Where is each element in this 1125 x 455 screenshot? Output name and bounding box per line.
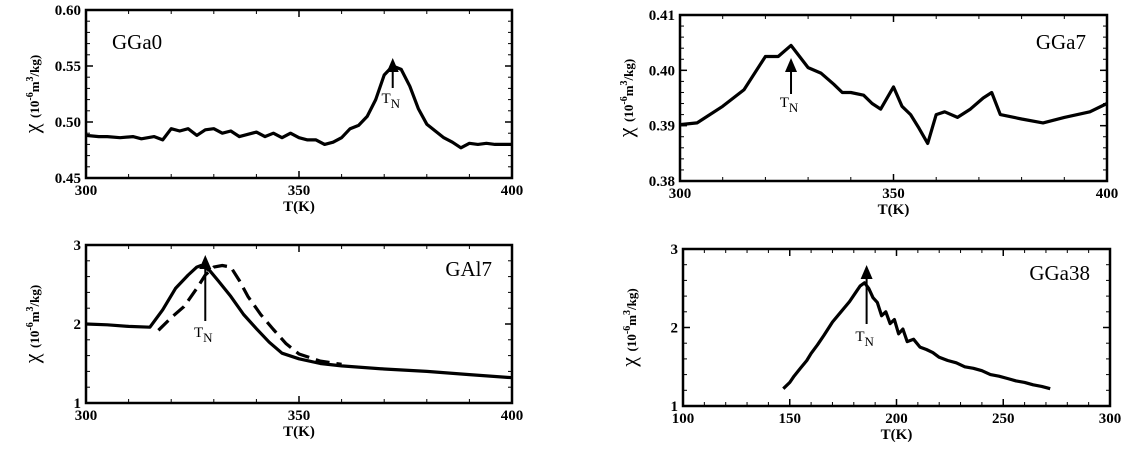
y-tick-label: 1 <box>74 396 82 412</box>
tn-annotation-sub: N <box>203 330 213 345</box>
y-axis-label-unit: m <box>624 315 639 326</box>
y-tick-label: 0.39 <box>649 119 675 135</box>
tn-arrow-head <box>386 58 399 72</box>
chart-panel-gga0: 300 350 400 0.45 0.50 0.55 0.60 T(K) χ (10-6m3/k… <box>19 3 523 215</box>
x-axis-label: T(K) <box>881 427 913 443</box>
tn-arrow-head <box>785 58 798 72</box>
x-tick-label: 350 <box>288 183 311 199</box>
x-tick-label: 300 <box>75 183 98 199</box>
tn-annotation: TN <box>855 329 874 349</box>
tn-annotation-text: T <box>780 95 789 111</box>
y-tick-label: 1 <box>671 399 679 415</box>
x-tick-label: 250 <box>992 411 1015 427</box>
y-axis-label: χ (10-6m3/kg) <box>616 288 641 367</box>
y-tick-label: 0.60 <box>55 3 81 19</box>
series-line-solid <box>679 43 1108 145</box>
y-axis-label-unit: (10 <box>624 334 639 351</box>
y-tick-label: 0.50 <box>55 115 81 131</box>
y-tick-label: 3 <box>671 242 679 258</box>
y-tick-label: 3 <box>74 238 82 254</box>
panel-label: GGa7 <box>1036 30 1086 54</box>
x-tick-label: 400 <box>501 183 524 199</box>
series-line-solid <box>85 64 512 150</box>
y-tick-label: 0.38 <box>649 174 675 190</box>
tn-annotation-sub: N <box>789 100 799 115</box>
y-axis-label-symbol: χ <box>616 351 641 367</box>
y-tick-label: 0.41 <box>649 8 675 24</box>
y-axis-label-exp: -6 <box>25 322 36 330</box>
x-axis-label: T(K) <box>878 202 910 218</box>
tn-annotation: TN <box>194 325 213 345</box>
y-axis-label-unit: (10 <box>27 331 42 348</box>
y-tick-label: 0.55 <box>55 59 81 75</box>
y-axis-label-unit: /kg) <box>27 55 42 78</box>
y-tick-label: 0.45 <box>55 171 81 187</box>
x-tick-label: 400 <box>1096 186 1119 202</box>
y-tick-label: 2 <box>671 321 679 337</box>
y-axis-label-unit: m <box>27 81 42 92</box>
panel-label: GAl7 <box>445 257 492 281</box>
y-axis-label-exp: 3 <box>622 310 633 315</box>
series-line-solid <box>782 281 1051 391</box>
y-axis-label-symbol: χ <box>19 348 44 364</box>
x-axis-label: T(K) <box>283 424 315 440</box>
y-axis-label-exp: 3 <box>25 76 36 81</box>
tn-annotation-sub: N <box>865 334 875 349</box>
x-tick-label: 400 <box>501 408 524 424</box>
y-axis-label-unit: m <box>27 311 42 322</box>
chart-panel-gga7: 300 350 400 0.38 0.39 0.40 0.41 T(K) χ (10-6m3/k… <box>613 8 1118 218</box>
y-axis-label: χ (10-6m3/kg) <box>19 55 44 134</box>
y-tick-label: 2 <box>74 317 82 333</box>
x-tick-label: 150 <box>779 411 802 427</box>
y-axis-label-exp: 3 <box>619 80 630 85</box>
series-line-solid <box>85 263 513 380</box>
y-axis-label-symbol: χ <box>19 118 44 134</box>
tn-annotation-text: T <box>855 329 864 345</box>
y-axis-label-unit: /kg) <box>27 285 42 308</box>
x-tick-label: 100 <box>672 411 695 427</box>
tn-annotation: TN <box>381 91 400 111</box>
y-axis-label-unit: /kg) <box>624 288 639 311</box>
x-tick-label: 300 <box>669 186 692 202</box>
y-axis-label-unit: (10 <box>27 101 42 118</box>
y-axis-label-exp: 3 <box>25 306 36 311</box>
x-tick-label: 350 <box>882 186 905 202</box>
panel-label: GGa38 <box>1029 261 1090 285</box>
tn-annotation-text: T <box>381 91 390 107</box>
x-tick-label: 300 <box>1099 411 1122 427</box>
y-axis-label-unit: /kg) <box>621 59 636 82</box>
series-line-dashed <box>157 263 342 366</box>
y-axis-label: χ (10-6m3/kg) <box>19 285 44 364</box>
y-axis-label-exp: -6 <box>619 96 630 104</box>
tn-annotation-text: T <box>194 325 203 341</box>
x-tick-label: 200 <box>885 411 908 427</box>
tn-arrow-head <box>860 265 873 279</box>
y-axis-label-unit: (10 <box>621 105 636 122</box>
y-axis-label: χ (10-6m3/kg) <box>613 59 638 138</box>
y-tick-label: 0.40 <box>649 63 675 79</box>
tn-annotation-sub: N <box>391 96 401 111</box>
y-axis-label-exp: -6 <box>622 326 633 334</box>
tn-arrow-head <box>199 255 212 269</box>
panel-label: GGa0 <box>112 30 162 54</box>
x-axis-label: T(K) <box>283 199 315 215</box>
x-tick-label: 300 <box>75 408 98 424</box>
y-axis-label-unit: m <box>621 85 636 96</box>
x-tick-label: 350 <box>288 408 311 424</box>
y-axis-label-symbol: χ <box>613 122 638 138</box>
y-axis-label-exp: -6 <box>25 92 36 100</box>
tn-annotation: TN <box>780 95 799 115</box>
